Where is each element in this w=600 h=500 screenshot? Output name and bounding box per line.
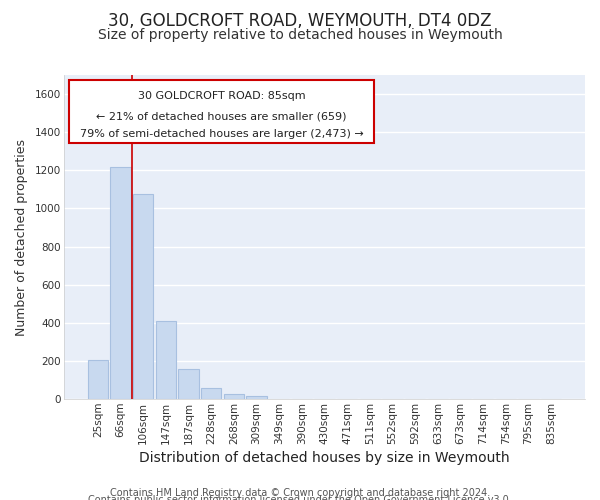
Bar xyxy=(110,166,131,399)
Text: 30, GOLDCROFT ROAD, WEYMOUTH, DT4 0DZ: 30, GOLDCROFT ROAD, WEYMOUTH, DT4 0DZ xyxy=(108,12,492,30)
Bar xyxy=(133,194,154,399)
Text: 30 GOLDCROFT ROAD: 85sqm: 30 GOLDCROFT ROAD: 85sqm xyxy=(138,91,305,101)
Text: 79% of semi-detached houses are larger (2,473) →: 79% of semi-detached houses are larger (… xyxy=(80,129,364,139)
X-axis label: Distribution of detached houses by size in Weymouth: Distribution of detached houses by size … xyxy=(139,451,510,465)
Y-axis label: Number of detached properties: Number of detached properties xyxy=(15,138,28,336)
Bar xyxy=(246,396,266,399)
Text: Contains HM Land Registry data © Crown copyright and database right 2024.: Contains HM Land Registry data © Crown c… xyxy=(110,488,490,498)
Bar xyxy=(224,394,244,399)
Text: Contains public sector information licensed under the Open Government Licence v3: Contains public sector information licen… xyxy=(88,495,512,500)
FancyBboxPatch shape xyxy=(69,80,374,143)
Bar xyxy=(88,360,108,399)
Bar xyxy=(178,368,199,399)
Text: ← 21% of detached houses are smaller (659): ← 21% of detached houses are smaller (65… xyxy=(97,112,347,122)
Bar xyxy=(201,388,221,399)
Bar xyxy=(155,321,176,399)
Text: Size of property relative to detached houses in Weymouth: Size of property relative to detached ho… xyxy=(98,28,502,42)
